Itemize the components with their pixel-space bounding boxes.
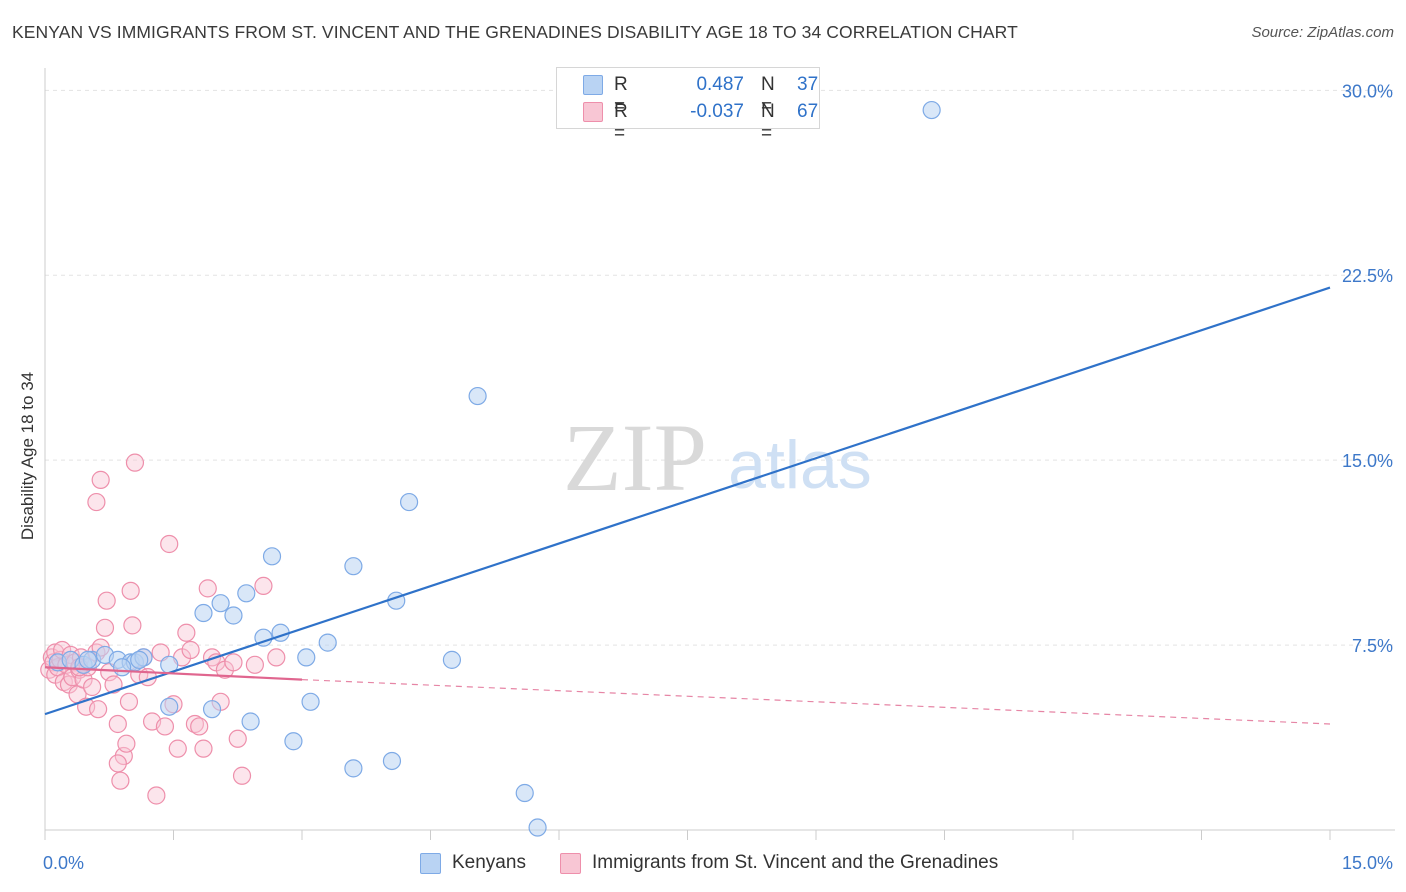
- chart-title: KENYAN VS IMMIGRANTS FROM ST. VINCENT AN…: [12, 22, 1018, 42]
- blue-data-point: [112, 658, 132, 677]
- pink-data-point: [119, 692, 139, 711]
- pink-trend-line-extended: [301, 679, 1331, 725]
- watermark-zip: ZIP: [563, 404, 707, 511]
- pink-data-point: [160, 534, 179, 554]
- legend-swatch-blue: [420, 853, 441, 874]
- blue-data-point: [344, 557, 363, 576]
- blue-series-points: [48, 100, 941, 837]
- pink-data-point: [224, 653, 243, 672]
- pink-data-point: [123, 616, 142, 635]
- blue-data-point: [515, 783, 534, 803]
- legend-r-value: -0.037: [690, 101, 744, 122]
- pink-data-point: [121, 581, 140, 600]
- pink-data-point: [228, 729, 247, 748]
- y-tick-label: 22.5%: [1342, 266, 1393, 286]
- blue-data-point: [922, 100, 941, 120]
- legend-n-label: N =: [761, 101, 775, 144]
- legend-n-value: 37: [797, 74, 819, 95]
- blue-data-point: [528, 818, 547, 837]
- pink-data-point: [151, 643, 170, 662]
- pink-data-point: [198, 579, 217, 598]
- pink-data-point: [87, 492, 106, 512]
- pink-data-point: [232, 766, 252, 785]
- pink-data-point: [147, 786, 166, 805]
- pink-series-points: [40, 453, 286, 805]
- pink-data-point: [89, 700, 108, 719]
- pink-data-point: [267, 648, 286, 667]
- blue-data-point: [301, 692, 320, 711]
- tick-labels: 7.5% 15.0% 22.5% 30.0% 0.0% 15.0%: [43, 81, 1393, 873]
- blue-data-point: [284, 732, 303, 751]
- blue-data-point: [194, 603, 213, 623]
- legend-swatch-blue: [583, 75, 603, 95]
- blue-data-point: [160, 697, 179, 716]
- blue-data-point: [224, 606, 243, 625]
- pink-data-point: [83, 677, 102, 697]
- pink-data-point: [168, 739, 187, 758]
- trend-lines: [44, 286, 1331, 725]
- pink-data-point: [104, 675, 123, 694]
- y-tick-label: 15.0%: [1342, 451, 1393, 471]
- legend-label-immigrants: Immigrants from St. Vincent and the Gren…: [592, 852, 999, 873]
- pink-data-point: [245, 655, 264, 674]
- blue-data-point: [318, 633, 337, 652]
- pink-data-point: [194, 739, 213, 758]
- legend-swatch-pink: [583, 102, 603, 122]
- y-tick-label: 30.0%: [1342, 81, 1393, 101]
- blue-data-point: [78, 650, 97, 669]
- pink-data-point: [108, 754, 127, 773]
- y-tick-label: 7.5%: [1352, 636, 1393, 656]
- blue-data-point: [382, 751, 402, 771]
- pink-data-point: [155, 717, 175, 736]
- legend-swatch-pink: [560, 853, 581, 874]
- axes: [44, 68, 1395, 840]
- blue-data-point: [211, 594, 230, 613]
- legend-n-value: 67: [797, 101, 819, 122]
- legend-label-kenyans: Kenyans: [452, 852, 526, 873]
- pink-data-point: [181, 640, 200, 660]
- pink-trend-line: [44, 666, 303, 681]
- correlation-legend: R = 0.487 N = 37 R = -0.037 N = 67: [556, 67, 820, 144]
- blue-data-point: [237, 584, 256, 603]
- blue-data-point: [344, 759, 363, 778]
- blue-data-point: [297, 648, 316, 667]
- blue-data-point: [399, 492, 419, 512]
- legend-r-label: R =: [614, 74, 628, 117]
- blue-data-point: [241, 712, 260, 731]
- pink-data-point: [108, 714, 127, 734]
- pink-data-point: [190, 717, 209, 736]
- pink-data-point: [125, 453, 145, 472]
- pink-data-point: [97, 591, 116, 610]
- blue-data-point: [442, 650, 462, 669]
- pink-data-point: [254, 576, 273, 596]
- x-tick-label: 0.0%: [43, 853, 84, 873]
- legend-n-label: N =: [761, 74, 775, 117]
- x-tick-label: 15.0%: [1342, 853, 1393, 873]
- blue-data-point: [262, 547, 282, 566]
- blue-data-point: [468, 386, 487, 406]
- legend-r-value: 0.487: [696, 74, 744, 95]
- blue-data-point: [202, 700, 222, 719]
- source-label: Source: ZipAtlas.com: [1251, 24, 1394, 41]
- blue-data-point: [130, 650, 149, 669]
- blue-trend-line: [44, 286, 1331, 716]
- pink-data-point: [91, 470, 110, 489]
- pink-data-point: [117, 734, 136, 753]
- pink-data-point: [111, 771, 130, 790]
- pink-data-point: [177, 623, 196, 642]
- watermark-atlas: atlas: [728, 427, 872, 503]
- pink-data-point: [95, 618, 115, 637]
- gridlines: [45, 89, 1395, 646]
- legend-r-label: R =: [614, 101, 628, 144]
